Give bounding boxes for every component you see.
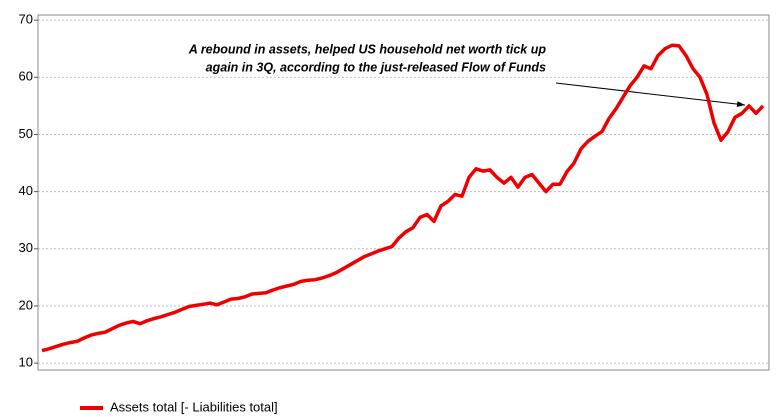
y-tick-label: 20 [19, 297, 33, 312]
plot-frame [37, 14, 770, 371]
legend-label: Assets total [- Liabilities total] [110, 399, 278, 414]
y-tick-label: 70 [19, 12, 33, 27]
annotation: A rebound in assets, helped US household… [188, 42, 547, 56]
y-tick-label: 60 [19, 69, 33, 84]
y-tick-label: 10 [19, 355, 33, 370]
annotation: again in 3Q, according to the just-relea… [206, 60, 546, 74]
data-line [41, 43, 765, 353]
annotation-arrow [555, 82, 746, 108]
y-tick-label: 50 [19, 126, 33, 141]
y-tick-label: 30 [19, 240, 33, 255]
y-tick-label: 40 [19, 183, 33, 198]
